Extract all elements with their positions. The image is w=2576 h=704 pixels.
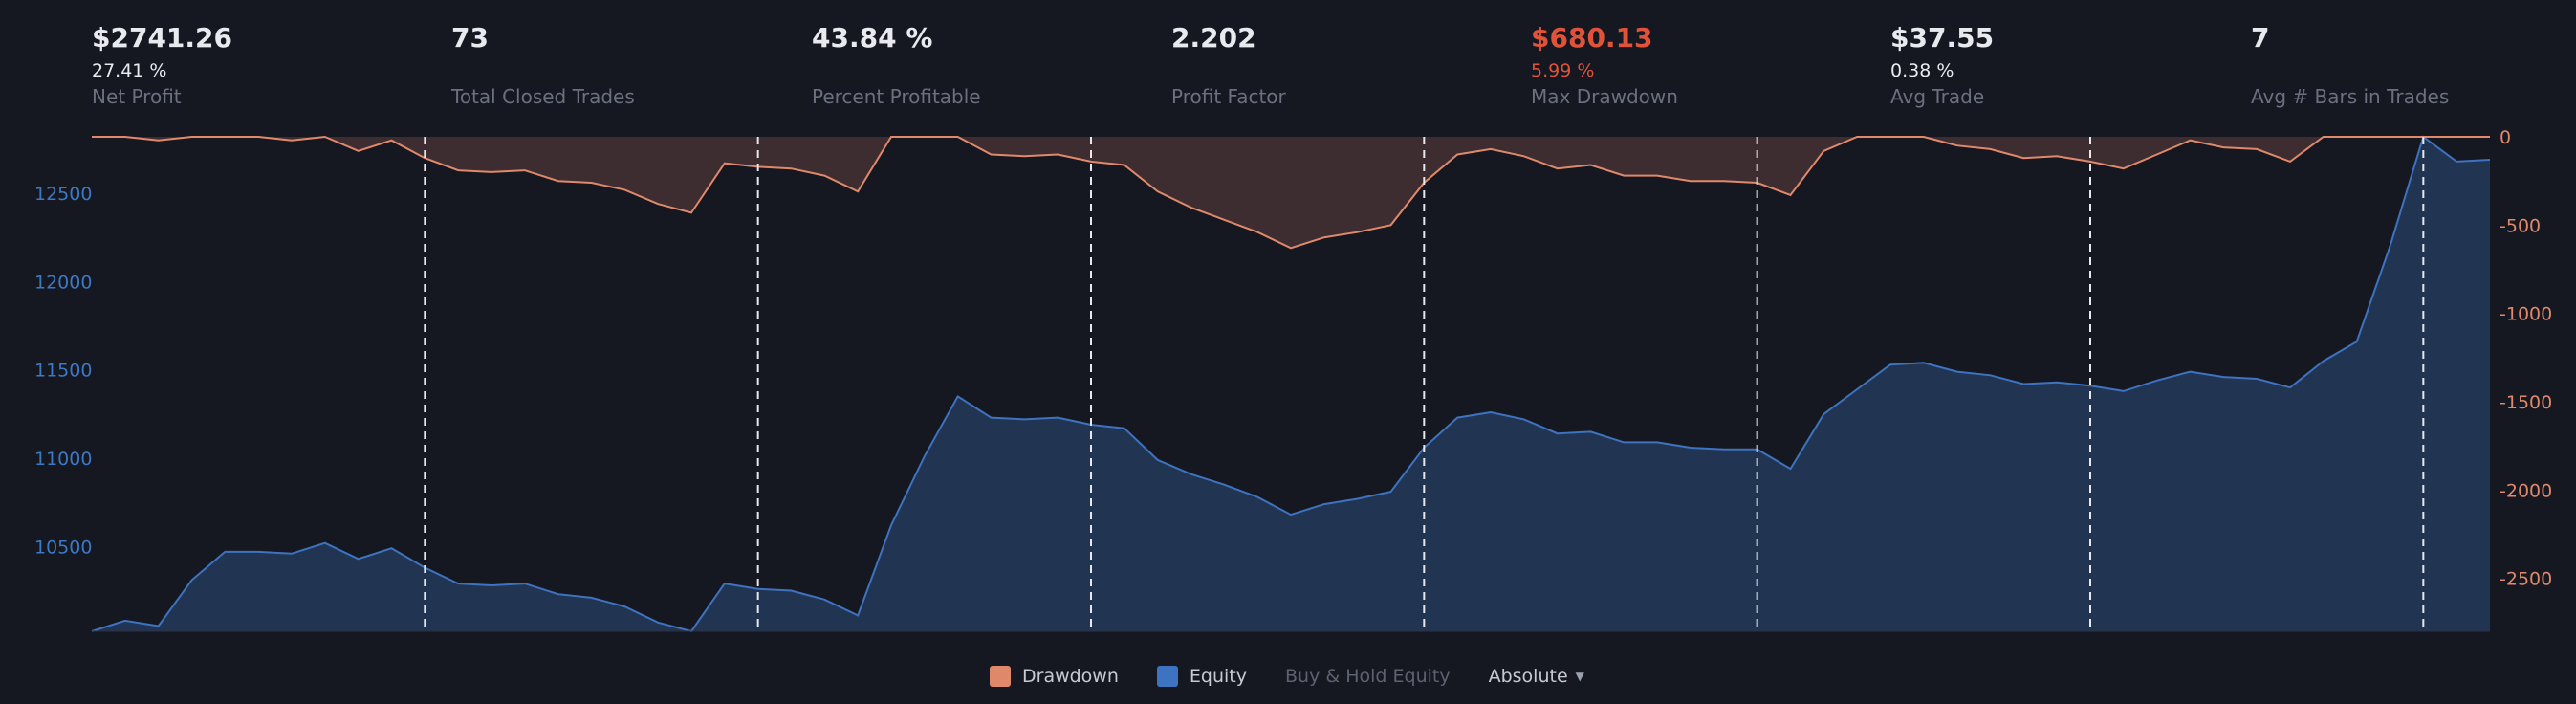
legend-buy-hold[interactable]: Buy & Hold Equity bbox=[1285, 666, 1451, 687]
legend-buy-hold-label: Buy & Hold Equity bbox=[1285, 666, 1451, 687]
y-left-tick-label: 12500 bbox=[34, 184, 92, 205]
equity-swatch bbox=[1156, 666, 1178, 687]
drawdown-area bbox=[92, 137, 2490, 249]
y-right-tick-label: -1000 bbox=[2500, 304, 2552, 325]
y-right-tick-label: 0 bbox=[2500, 129, 2511, 148]
metric-4: $680.13 5.99 % Max Drawdown bbox=[1531, 21, 1678, 109]
metric-label: Percent Profitable bbox=[812, 85, 981, 108]
x-tick-label: 10 bbox=[413, 643, 436, 646]
metrics-bar: $2741.26 27.41 % Net Profit 73 Total Closed… bbox=[0, 0, 2576, 124]
y-right-tick-label: -2000 bbox=[2500, 480, 2552, 501]
y-left-tick-label: 10500 bbox=[34, 537, 92, 558]
metric-label: Total Closed Trades bbox=[451, 85, 635, 108]
metric-label: Max Drawdown bbox=[1531, 85, 1678, 108]
chevron-down-icon: ▼ bbox=[1575, 670, 1584, 683]
equity-area bbox=[92, 137, 2490, 631]
metric-label: Net Profit bbox=[92, 85, 182, 108]
scale-mode-dropdown[interactable]: Absolute ▼ bbox=[1489, 666, 1584, 687]
legend-drawdown-label: Drawdown bbox=[1022, 666, 1119, 687]
metric-value: 43.84 % bbox=[812, 22, 933, 54]
metric-5: $37.55 0.38 % Avg Trade bbox=[1890, 21, 1994, 109]
x-tick-label: 70 bbox=[2412, 643, 2434, 646]
metric-percent: 5.99 % bbox=[1531, 60, 1595, 81]
metric-label: Avg Trade bbox=[1890, 85, 1985, 108]
metric-value: $2741.26 bbox=[92, 22, 233, 54]
metric-1: 73 Total Closed Trades bbox=[451, 21, 635, 109]
y-left-tick-label: 12000 bbox=[34, 272, 92, 293]
x-tick-label: 20 bbox=[747, 643, 770, 646]
x-tick-label: 40 bbox=[1412, 643, 1435, 646]
scale-mode-label: Absolute bbox=[1488, 666, 1568, 687]
drawdown-line bbox=[92, 135, 2490, 250]
y-right-tick-label: -1500 bbox=[2500, 392, 2552, 413]
x-tick-label: 60 bbox=[2079, 643, 2102, 646]
y-left-tick-label: 11000 bbox=[34, 449, 92, 470]
metric-percent: 27.41 % bbox=[92, 60, 167, 81]
chart-legend: Drawdown Equity Buy & Hold Equity Absolu… bbox=[990, 666, 1584, 687]
equity-line bbox=[91, 135, 2491, 633]
metric-label: Avg # Bars in Trades bbox=[2251, 85, 2450, 108]
legend-drawdown[interactable]: Drawdown bbox=[990, 666, 1119, 687]
metric-value: $37.55 bbox=[1890, 22, 1995, 54]
metric-3: 2.202 Profit Factor bbox=[1171, 21, 1286, 109]
legend-equity[interactable]: Equity bbox=[1156, 666, 1247, 687]
metric-value: 73 bbox=[451, 22, 489, 54]
metric-0: $2741.26 27.41 % Net Profit bbox=[92, 21, 232, 109]
metric-6: 7 Avg # Bars in Trades bbox=[2251, 21, 2449, 109]
x-tick-label: 50 bbox=[1746, 643, 1769, 646]
equity-drawdown-chart: 10 20 30 40 50 60 70 10500 11000 11500 12000 12500 0… bbox=[34, 129, 2552, 646]
metric-value: 2.202 bbox=[1171, 22, 1256, 54]
metric-percent: 0.38 % bbox=[1890, 60, 1954, 81]
drawdown-swatch bbox=[990, 666, 1011, 687]
metric-value: 7 bbox=[2251, 22, 2270, 54]
metric-label: Profit Factor bbox=[1171, 85, 1286, 108]
legend-equity-label: Equity bbox=[1189, 666, 1247, 687]
y-right-tick-label: -2500 bbox=[2500, 569, 2552, 590]
y-right-tick-label: -500 bbox=[2500, 215, 2541, 236]
metric-value: $680.13 bbox=[1531, 22, 1653, 54]
x-tick-label: 30 bbox=[1080, 643, 1102, 646]
y-left-tick-label: 11500 bbox=[34, 361, 92, 382]
metric-2: 43.84 % Percent Profitable bbox=[812, 21, 981, 109]
